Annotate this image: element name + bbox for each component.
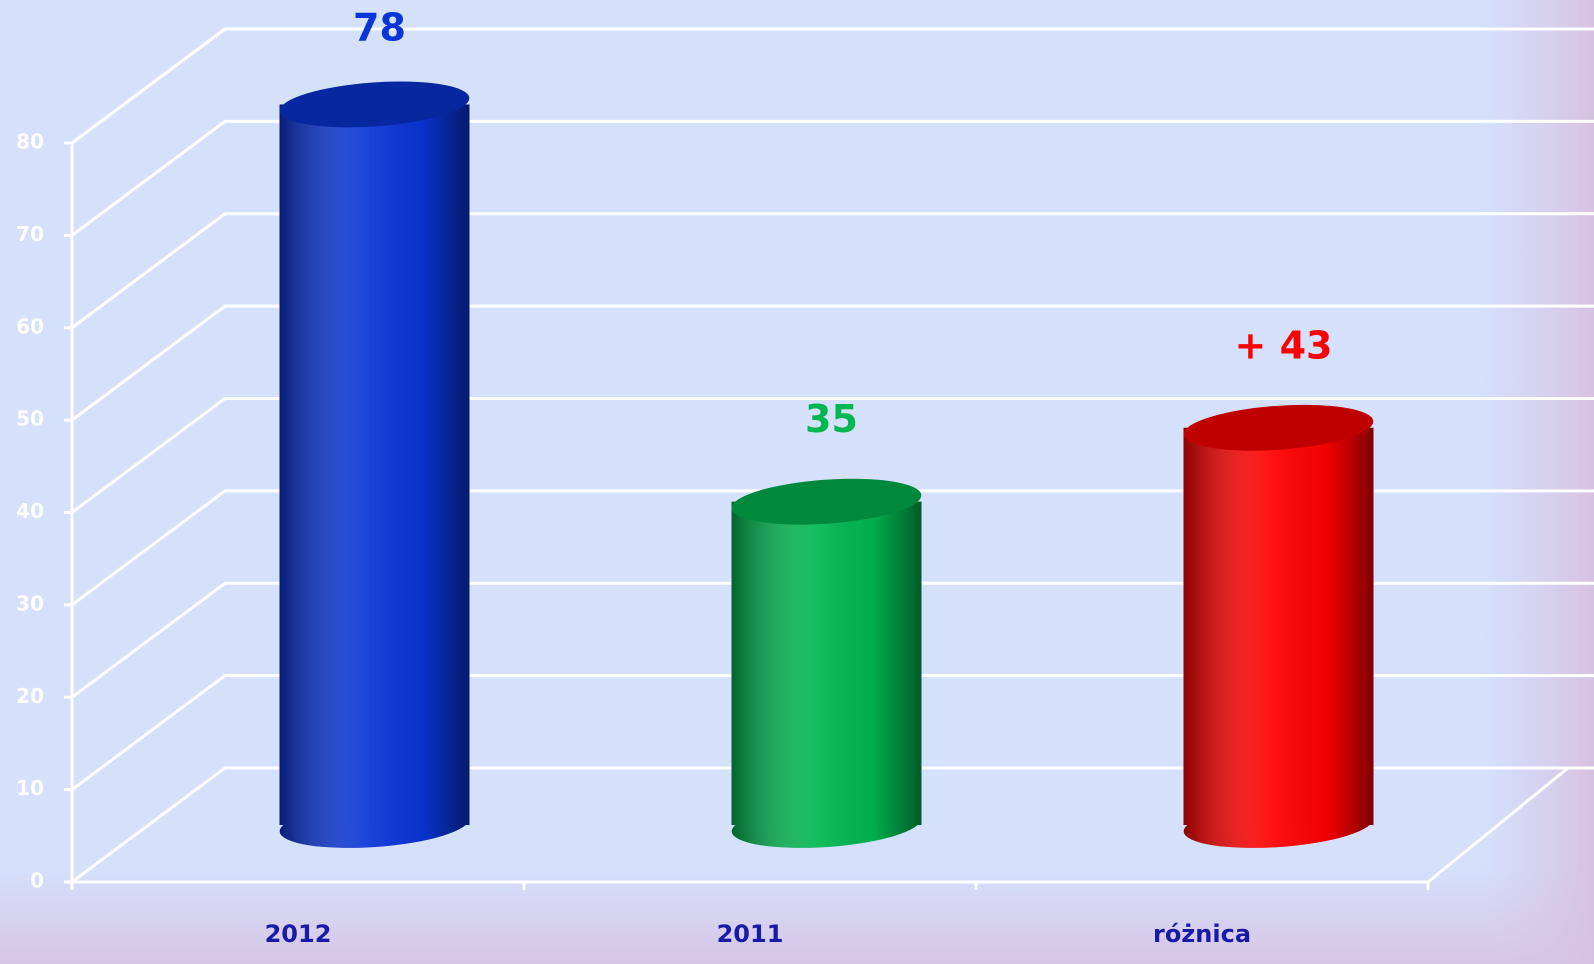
plot-area: 0 10 20 30 40 50 60 70 80 2012 78 2011 35 różnica + 43 (16, 6, 1594, 948)
x-tick-label: 2011 (717, 920, 784, 948)
grid-line (71, 119, 1594, 237)
bar-top (731, 478, 922, 525)
bar-shade (279, 104, 470, 826)
y-tick-label: 30 (16, 591, 44, 615)
y-tick-label: 0 (30, 869, 44, 893)
bar-top-shade (279, 81, 470, 128)
y-tick-label: 80 (16, 130, 44, 154)
grid-line (71, 304, 1594, 422)
grid-line (71, 27, 1594, 145)
bar-shade (1183, 427, 1374, 825)
x-tick-label: różnica (1153, 920, 1251, 948)
y-tick-label: 60 (16, 314, 44, 338)
value-label: + 43 (1235, 323, 1333, 367)
value-label: 78 (353, 6, 406, 50)
value-label: 35 (805, 397, 858, 441)
y-tick-label: 10 (16, 776, 44, 800)
grid-line (71, 397, 1594, 514)
y-tick-label: 40 (16, 499, 44, 523)
grid-line (71, 212, 1594, 329)
x-tick-label: 2012 (265, 920, 332, 948)
grid-line (71, 766, 1594, 884)
bar-top (1183, 404, 1374, 451)
grid-line (71, 581, 1594, 699)
bar-shade (731, 501, 922, 825)
y-tick-label: 50 (16, 407, 44, 431)
y-tick-label: 70 (16, 222, 44, 246)
y-tick-label: 20 (16, 684, 44, 708)
floor-edge (1427, 766, 1569, 884)
bar-top (279, 81, 470, 128)
bar-top-shade (1183, 404, 1374, 451)
grid-line (71, 489, 1594, 607)
grid-line (71, 674, 1594, 791)
bar-top-shade (731, 478, 922, 525)
